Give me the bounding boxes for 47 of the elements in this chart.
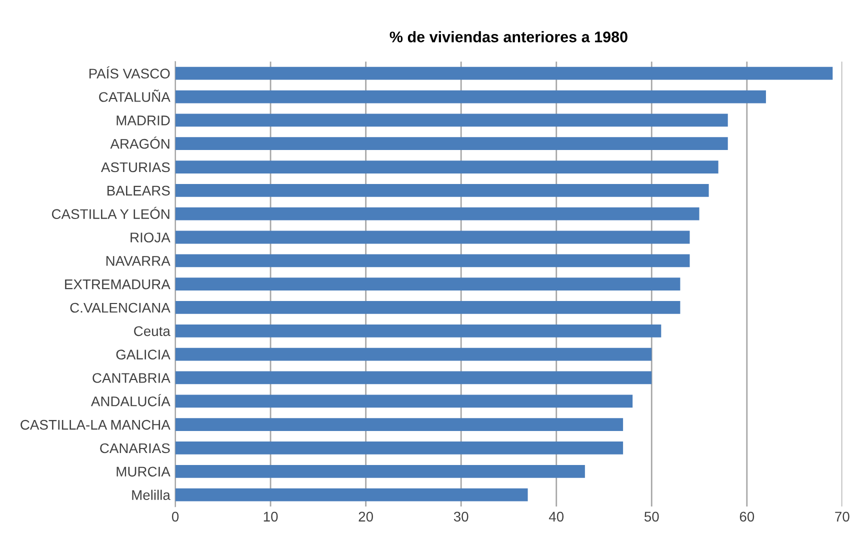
- bar: [175, 464, 585, 478]
- bar: [175, 160, 718, 174]
- y-tick-label: ASTURIAS: [100, 162, 170, 172]
- bar: [175, 114, 728, 127]
- y-tick-label: CANARIAS: [100, 443, 170, 454]
- y-tick-label: CASTILLA Y LEÓN: [52, 206, 170, 220]
- bar: [175, 348, 652, 361]
- bar: [175, 137, 728, 150]
- y-tick-label: GALICIA: [116, 350, 170, 360]
- bar: [175, 488, 528, 502]
- chart-title: % de viviendas anteriores a 1980: [390, 31, 628, 42]
- y-tick-label: CANTABRIA: [92, 373, 170, 383]
- y-tick-label: MURCIA: [116, 466, 170, 477]
- bar: [175, 66, 833, 80]
- bar: [175, 230, 690, 244]
- y-tick-label: CATALUÑA: [99, 90, 170, 102]
- x-tick-label: 30: [454, 512, 468, 522]
- y-tick-label: RIOJA: [130, 232, 170, 242]
- y-tick-label: MADRID: [116, 116, 170, 126]
- bar: [175, 324, 662, 338]
- x-tick-label: 50: [644, 512, 659, 522]
- y-tick-label: Ceuta: [134, 326, 170, 336]
- y-tick-label: CASTILLA-LA MANCHA: [20, 420, 170, 430]
- bar: [175, 184, 709, 197]
- x-tick-label: 10: [264, 512, 278, 522]
- bar: [175, 442, 624, 454]
- bar: [175, 418, 624, 432]
- x-tick-label: 20: [358, 512, 373, 522]
- y-tick-label: NAVARRA: [106, 256, 170, 266]
- y-tick-label: BALEARS: [107, 186, 170, 196]
- bar: [175, 371, 652, 384]
- y-tick-label: EXTREMADURA: [65, 280, 170, 290]
- bar: [175, 394, 633, 408]
- y-tick-label: ARAGÓN: [110, 136, 170, 149]
- y-tick-label: PAÍS VASCO: [89, 66, 170, 79]
- bar: [175, 254, 690, 268]
- y-tick-label: C.VALENCIANA: [70, 302, 170, 313]
- x-tick-label: 0: [172, 512, 179, 522]
- bar: [175, 278, 680, 291]
- bar: [175, 90, 766, 104]
- bar: [175, 301, 680, 314]
- y-tick-label: ANDALUCÍA: [90, 394, 170, 406]
- bar: [175, 207, 700, 220]
- x-tick-label: 70: [835, 512, 850, 522]
- x-tick-label: 60: [740, 512, 754, 522]
- x-tick-label: 40: [548, 512, 564, 522]
- y-tick-label: Melilla: [132, 490, 170, 500]
